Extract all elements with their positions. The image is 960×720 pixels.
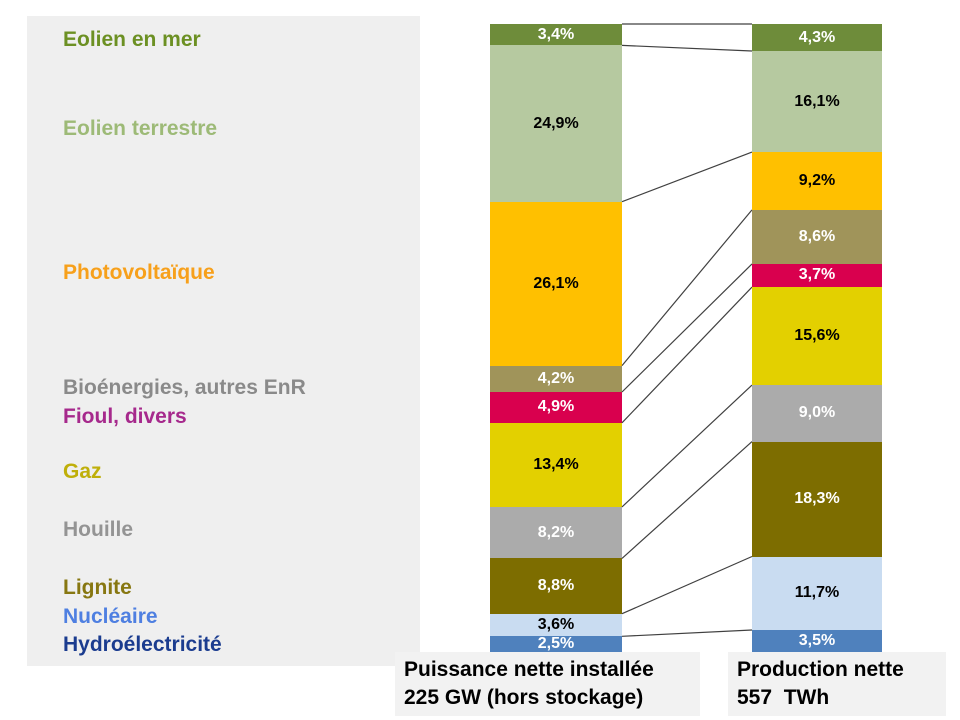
connector-line-1 [621,44,753,52]
production-segment-nucleaire: 11,7% [752,556,882,630]
legend-item-eolien-en-mer: Eolien en mer [63,28,201,51]
capacity-segment-houille: 8,2% [490,506,622,559]
connector-line-9 [621,629,753,637]
capacity-value-photovoltaique: 26,1% [533,274,579,292]
connector-line-6 [621,384,753,508]
capacity-value-nucleaire: 3,6% [537,615,575,633]
capacity-segment-lignite: 8,8% [490,558,622,614]
production-segment-eolien-en-mer: 4,3% [752,24,882,51]
capacity-value-eolien-en-mer: 3,4% [537,25,575,43]
production-segment-bioenergies-autres-enr: 8,6% [752,209,882,264]
production-value-gaz: 15,6% [794,327,840,345]
legend-item-bioenergies-autres-enr: Bioénergies, autres EnR [63,376,306,399]
production-value-eolien-en-mer: 4,3% [798,28,836,46]
legend-item-eolien-terrestre: Eolien terrestre [63,117,218,140]
capacity-segment-hydroelectricite: 2,5% [490,636,622,652]
production-axis-value: 557 TWh [737,686,830,709]
legend-item-hydroelectricite: Hydroélectricité [63,633,222,656]
connector-line-7 [621,441,753,559]
production-value-hydroelectricite: 3,5% [798,631,836,649]
production-value-houille: 9,0% [798,404,836,422]
production-segment-gaz: 15,6% [752,287,882,386]
capacity-segment-eolien-terrestre: 24,9% [490,45,622,202]
legend-item-gaz: Gaz [63,460,102,483]
production-segment-lignite: 18,3% [752,441,882,557]
production-value-lignite: 18,3% [794,490,840,508]
capacity-axis-label: Puissance nette installée 225 GW (hors s… [395,652,700,716]
production-value-fioul-divers: 3,7% [798,266,836,284]
legend-item-photovoltaique: Photovoltaïque [63,261,215,284]
production-value-eolien-terrestre: 16,1% [794,92,840,110]
production-axis-title: Production nette [737,658,904,681]
capacity-segment-bioenergies-autres-enr: 4,2% [490,365,622,392]
capacity-axis-title: Puissance nette installée [404,658,654,681]
connector-line-3 [621,209,753,366]
connector-line-2 [621,151,753,203]
capacity-value-hydroelectricite: 2,5% [537,635,575,653]
production-segment-photovoltaique: 9,2% [752,152,882,210]
production-segment-fioul-divers: 3,7% [752,263,882,288]
production-stacked-bar: 4,3% 16,1% 9,2% 8,6% 3,7% 15,6% 9,0% 18,3% 11,7%… [752,24,882,652]
production-value-nucleaire: 11,7% [794,584,840,602]
connector-line-5 [621,286,753,424]
capacity-segment-gaz: 13,4% [490,422,622,507]
production-value-bioenergies-autres-enr: 8,6% [798,227,836,245]
capacity-value-fioul-divers: 4,9% [537,398,575,416]
capacity-value-houille: 8,2% [537,523,575,541]
capacity-segment-fioul-divers: 4,9% [490,391,622,423]
production-segment-houille: 9,0% [752,385,882,442]
connector-line-8 [621,555,753,615]
capacity-value-gaz: 13,4% [533,455,579,473]
capacity-value-eolien-terrestre: 24,9% [533,114,579,132]
legend-item-fioul-divers: Fioul, divers [63,405,187,428]
capacity-segment-nucleaire: 3,6% [490,613,622,637]
production-value-photovoltaique: 9,2% [798,171,836,189]
production-axis-label: Production nette 557 TWh [728,652,946,716]
capacity-segment-eolien-en-mer: 3,4% [490,24,622,46]
legend-item-houille: Houille [63,518,134,541]
capacity-stacked-bar: 3,4% 24,9% 26,1% 4,2% 4,9% 13,4% 8,2% 8,8% 3,6% 2… [490,24,622,652]
connector-line-4 [621,263,753,393]
legend-panel: Eolien en mer Eolien terrestre Photovoltaï… [27,16,420,666]
legend-item-lignite: Lignite [63,576,132,599]
legend-item-nucleaire: Nucléaire [63,605,158,628]
production-segment-hydroelectricite: 3,5% [752,629,882,652]
capacity-segment-photovoltaique: 26,1% [490,201,622,366]
production-segment-eolien-terrestre: 16,1% [752,51,882,153]
capacity-axis-value: 225 GW (hors stockage) [404,686,644,709]
capacity-value-bioenergies-autres-enr: 4,2% [537,369,575,387]
capacity-value-lignite: 8,8% [537,577,575,595]
